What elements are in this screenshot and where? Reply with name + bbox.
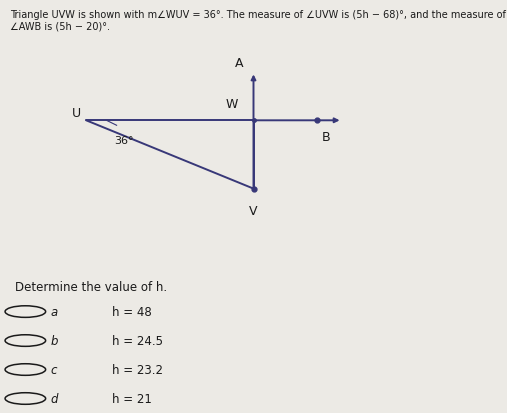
Text: c: c <box>51 363 57 376</box>
Text: 36°: 36° <box>114 136 133 146</box>
Text: h = 21: h = 21 <box>112 392 152 405</box>
Text: d: d <box>51 392 58 405</box>
Text: h = 24.5: h = 24.5 <box>112 334 163 347</box>
Text: a: a <box>51 305 58 318</box>
Text: Determine the value of h.: Determine the value of h. <box>15 280 167 293</box>
Text: h = 48: h = 48 <box>112 305 151 318</box>
Text: Triangle UVW is shown with m∠WUV = 36°. The measure of ∠UVW is (5h − 68)°, and t: Triangle UVW is shown with m∠WUV = 36°. … <box>10 10 506 31</box>
Text: b: b <box>51 334 58 347</box>
Text: V: V <box>249 204 258 217</box>
Text: W: W <box>226 98 238 111</box>
Text: U: U <box>72 107 81 120</box>
Text: B: B <box>322 131 331 144</box>
Text: A: A <box>235 57 243 70</box>
Text: h = 23.2: h = 23.2 <box>112 363 163 376</box>
